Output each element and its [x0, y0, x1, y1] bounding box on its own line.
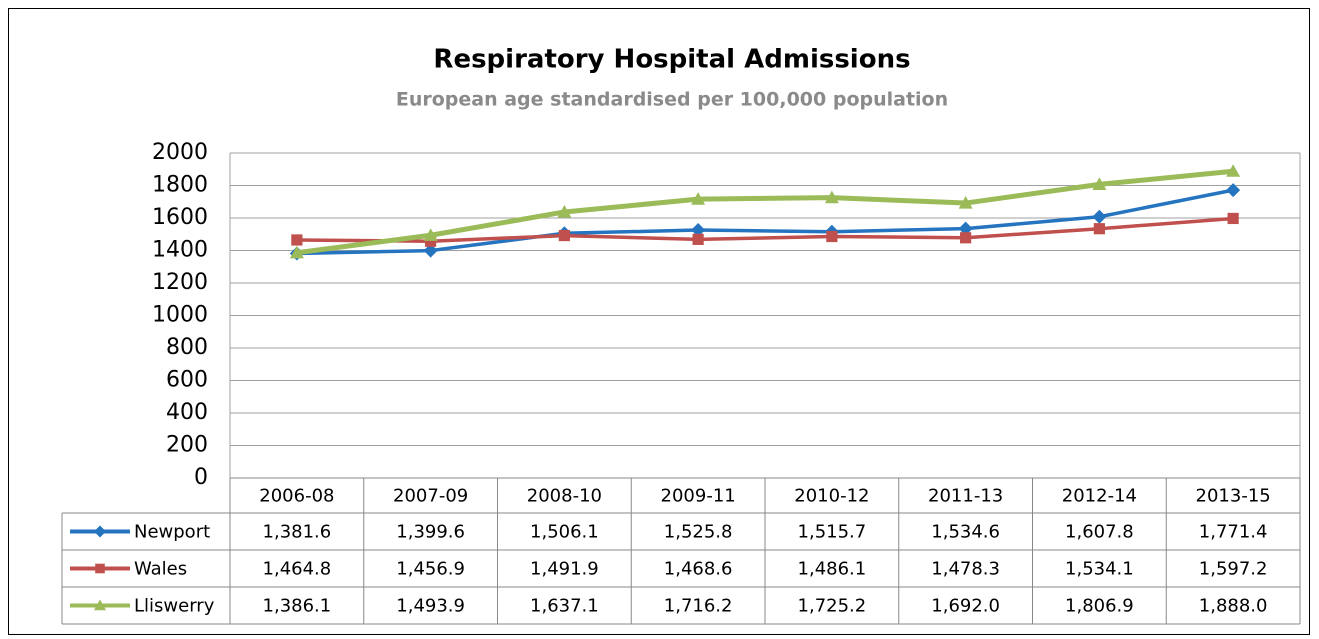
data-label: 1,506.1	[530, 522, 599, 543]
x-tick-label: 2008-10	[527, 486, 602, 507]
marker	[691, 223, 706, 238]
marker	[958, 221, 973, 236]
marker	[1226, 183, 1241, 198]
marker	[94, 599, 106, 611]
data-label: 1,597.2	[1199, 559, 1268, 580]
legend-label: Lliswerry	[134, 596, 215, 617]
marker	[425, 235, 437, 247]
marker	[557, 204, 572, 218]
data-label: 1,607.8	[1065, 522, 1134, 543]
y-tick-label: 0	[194, 465, 208, 490]
data-label: 1,381.6	[263, 522, 332, 543]
data-label: 1,486.1	[798, 559, 867, 580]
marker	[691, 192, 706, 205]
y-tick-label: 200	[166, 433, 208, 458]
x-tick-label: 2009-11	[661, 486, 736, 507]
marker	[291, 234, 303, 246]
marker	[289, 245, 304, 259]
data-label: 1,399.6	[396, 522, 465, 543]
marker	[958, 196, 973, 209]
marker	[1093, 223, 1105, 235]
legend-label: Wales	[134, 559, 187, 580]
y-tick-label: 1000	[152, 303, 208, 328]
marker	[95, 563, 105, 574]
marker	[960, 232, 972, 244]
data-label: 1,888.0	[1199, 596, 1268, 617]
marker	[692, 233, 704, 245]
marker	[558, 229, 570, 242]
x-tick-label: 2006-08	[259, 486, 334, 507]
data-label: 1,637.1	[530, 596, 599, 617]
marker	[1092, 177, 1107, 190]
marker	[94, 525, 106, 538]
data-label: 1,534.1	[1065, 559, 1134, 580]
data-label: 1,771.4	[1199, 522, 1268, 543]
x-tick-label: 2011-13	[928, 486, 1003, 507]
data-label: 1,491.9	[530, 559, 599, 580]
legend-label: Newport	[134, 522, 210, 543]
y-tick-label: 800	[166, 335, 208, 360]
y-tick-label: 2000	[152, 140, 208, 165]
data-label: 1,692.0	[931, 596, 1000, 617]
x-tick-label: 2013-15	[1196, 486, 1271, 507]
series-line	[296, 188, 1234, 256]
chart-title: Respiratory Hospital Admissions	[433, 45, 910, 75]
y-tick-label: 1600	[152, 205, 208, 230]
data-label: 1,725.2	[798, 596, 867, 617]
data-label: 1,493.9	[396, 596, 465, 617]
data-label: 1,716.2	[664, 596, 733, 617]
chart-subtitle: European age standardised per 100,000 po…	[396, 89, 948, 111]
data-label: 1,468.6	[664, 559, 733, 580]
series-line	[296, 168, 1234, 256]
series-line	[296, 216, 1234, 244]
marker	[423, 228, 438, 241]
marker	[1227, 212, 1239, 225]
x-tick-label: 2010-12	[794, 486, 869, 507]
x-tick-label: 2012-14	[1062, 486, 1137, 507]
y-tick-label: 600	[166, 368, 208, 393]
y-tick-label: 1200	[152, 270, 208, 295]
y-tick-label: 400	[166, 400, 208, 425]
chart-border	[8, 8, 1310, 635]
x-tick-label: 2007-09	[393, 486, 468, 507]
data-label: 1,478.3	[931, 559, 1000, 580]
data-label: 1,464.8	[263, 559, 332, 580]
marker	[1092, 209, 1107, 224]
marker	[824, 190, 839, 204]
marker	[423, 243, 438, 258]
y-tick-label: 1800	[152, 173, 208, 198]
marker	[1226, 164, 1241, 177]
data-label: 1,386.1	[263, 596, 332, 617]
marker	[826, 230, 838, 243]
data-label: 1,456.9	[396, 559, 465, 580]
data-label: 1,806.9	[1065, 596, 1134, 617]
y-tick-label: 1400	[152, 238, 208, 263]
data-label: 1,525.8	[664, 522, 733, 543]
data-label: 1,515.7	[798, 522, 867, 543]
data-label: 1,534.6	[931, 522, 1000, 543]
